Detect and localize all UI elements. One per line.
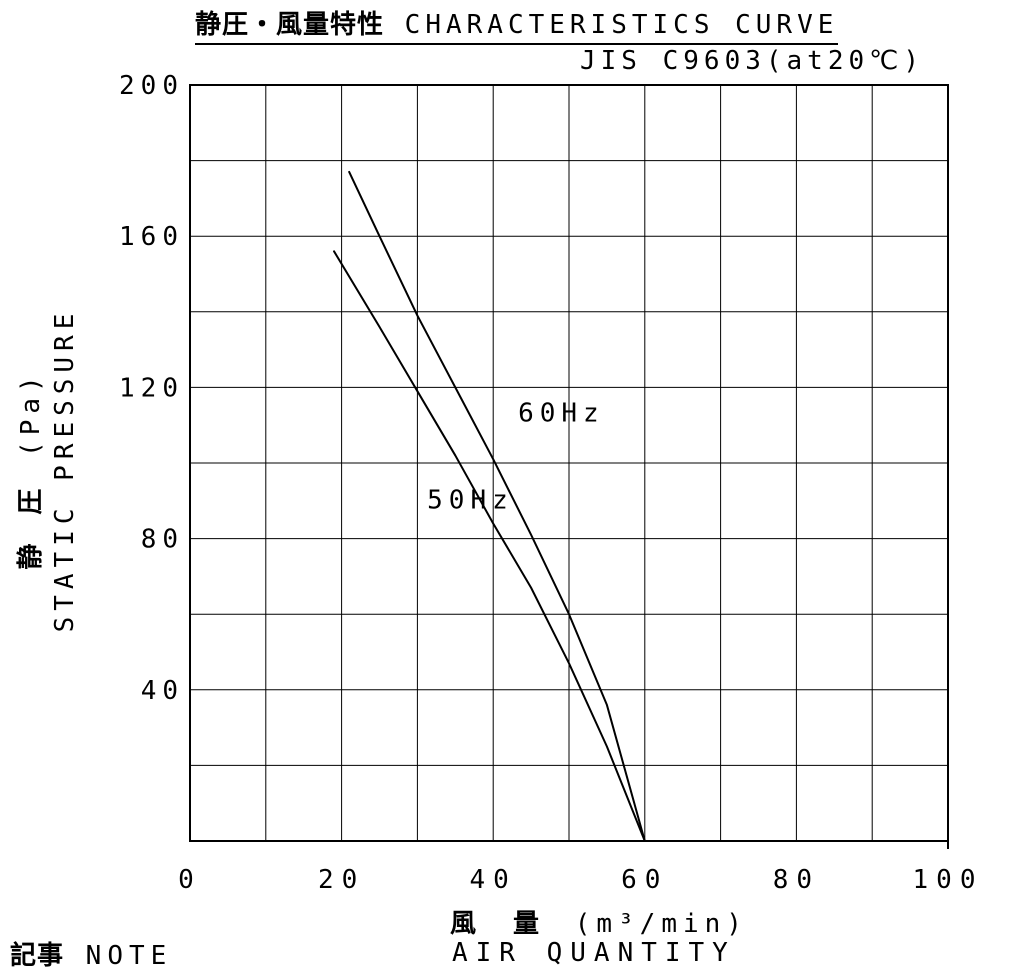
note-label-en: NOTE	[85, 941, 173, 971]
x-tick-label: 60	[621, 865, 668, 895]
series-annotation: 50Hz	[427, 485, 514, 515]
x-axis-label-unit: (m³/min)	[574, 909, 748, 939]
note-label-jp: 記事	[10, 941, 65, 971]
y-tick-label: 120	[119, 373, 184, 403]
series-line-60hz	[348, 170, 646, 842]
x-tick-label: 20	[318, 865, 365, 895]
y-axis-label-jp: 静 圧	[16, 478, 46, 570]
series-annotation: 60Hz	[518, 398, 605, 428]
chart-title-en: CHARACTERISTICS CURVE	[404, 10, 839, 40]
plot-frame	[189, 84, 949, 842]
tick-labels: 0 20 40 60 80 100 40 80 120 160 200	[119, 71, 984, 895]
series-layer	[333, 170, 646, 842]
y-tick-label: 160	[119, 222, 184, 252]
grid-lines	[190, 85, 948, 841]
series-line-50hz	[333, 250, 646, 842]
y-axis-label-en: STATIC PRESSURE	[50, 307, 80, 633]
x-tick-label: 40	[470, 865, 517, 895]
x-tick-label: 100	[913, 865, 984, 895]
chart-subtitle: JIS C9603(at20℃)	[580, 46, 924, 76]
x-axis-label: 風 量 (m³/min)	[450, 903, 748, 940]
y-axis-label: 静 圧 (Pa) STATIC PRESSURE	[14, 308, 82, 633]
x-tick-label: 0	[178, 865, 202, 895]
chart-title: 静圧・風量特性 CHARACTERISTICS CURVE	[195, 4, 839, 45]
y-tick-label: 80	[141, 525, 184, 555]
x-axis-label-en: AIR QUANTITY	[452, 938, 736, 968]
y-tick-label: 40	[141, 676, 184, 706]
y-axis-label-unit: (Pa)	[16, 370, 46, 457]
chart-title-jp: 静圧・風量特性	[195, 10, 385, 40]
x-tick-label: 80	[773, 865, 820, 895]
note-label: 記事 NOTE	[10, 935, 172, 972]
x-axis-label-jp: 風 量	[450, 909, 554, 939]
annotations: 60Hz 50Hz	[427, 398, 605, 515]
y-tick-label: 200	[119, 71, 184, 101]
